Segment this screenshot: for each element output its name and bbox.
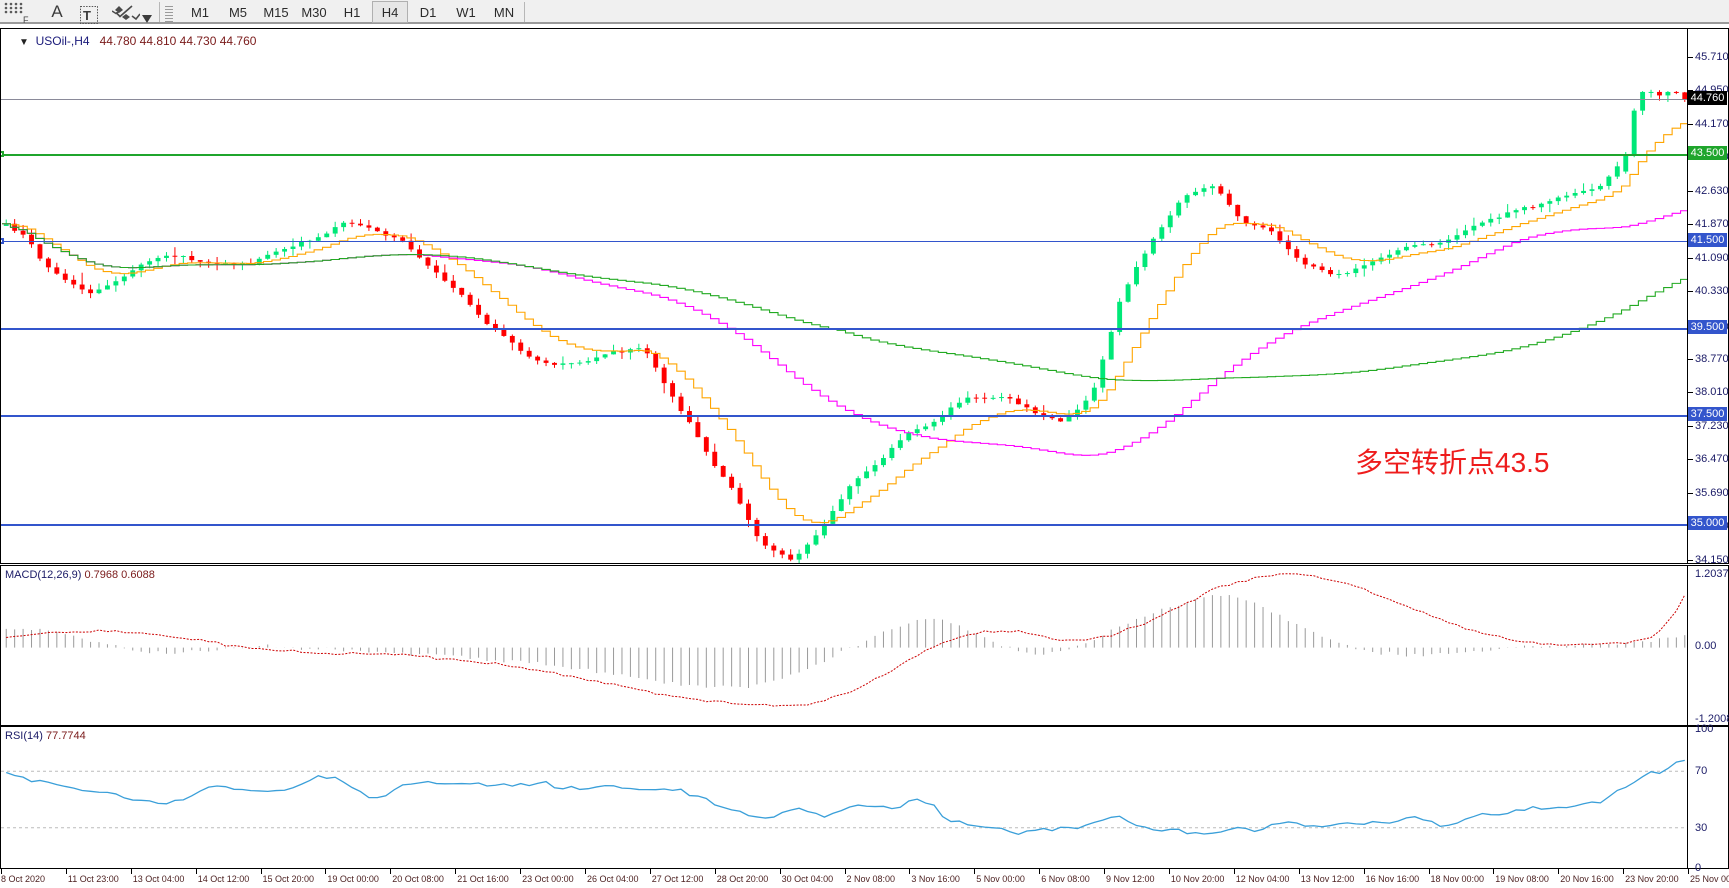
svg-text:F: F <box>23 15 29 25</box>
svg-text:T: T <box>83 8 91 23</box>
